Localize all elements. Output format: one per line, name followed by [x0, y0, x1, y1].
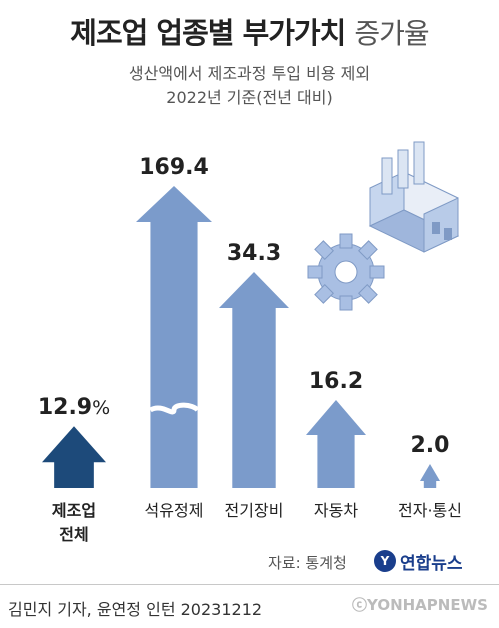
category-label-1-1: 제조업 — [52, 501, 96, 520]
category-label-2: 석유정제 — [145, 501, 204, 520]
value-label-5: 2.0 — [411, 433, 450, 458]
bar-5 — [420, 464, 440, 488]
bar-2 — [136, 186, 212, 488]
axis-break-mark — [149, 402, 200, 415]
bar-4 — [306, 400, 366, 488]
byline-credit: 김민지 기자, 윤연정 인턴 20231212 — [8, 600, 263, 619]
bar-3 — [219, 272, 289, 488]
factory-icon — [368, 141, 460, 253]
footer-divider — [0, 584, 499, 585]
category-label-4: 자동차 — [314, 501, 358, 520]
chart-subtitle-1: 생산액에서 제조과정 투입 비용 제외 — [128, 64, 371, 83]
chart-title-light: 증가율 — [354, 17, 429, 50]
value-label-1: 12.9% — [38, 395, 110, 420]
yonhap-logo: Y 연합뉴스 — [374, 548, 463, 574]
yonhap-logo-icon: Y — [374, 550, 396, 572]
watermark: ⓒYONHAPNEWS — [352, 596, 488, 614]
value-label-4: 16.2 — [309, 369, 363, 394]
value-label-2: 169.4 — [139, 155, 209, 180]
gear-icon — [307, 233, 385, 311]
chart-title: 제조업 업종별 부가가치 증가율 — [0, 10, 499, 52]
yonhap-logo-text: 연합뉴스 — [400, 553, 463, 574]
chart-title-bold: 제조업 업종별 부가가치 — [70, 16, 346, 50]
category-label-5: 전자·통신 — [398, 501, 462, 520]
category-label-1-2: 전체 — [59, 525, 88, 544]
category-label-3: 전기장비 — [225, 501, 284, 520]
chart-subtitle-2: 2022년 기준(전년 대비) — [166, 88, 333, 107]
source-note: 자료: 통계청 — [268, 554, 347, 572]
bar-1 — [42, 426, 106, 488]
value-label-3: 34.3 — [227, 241, 281, 266]
